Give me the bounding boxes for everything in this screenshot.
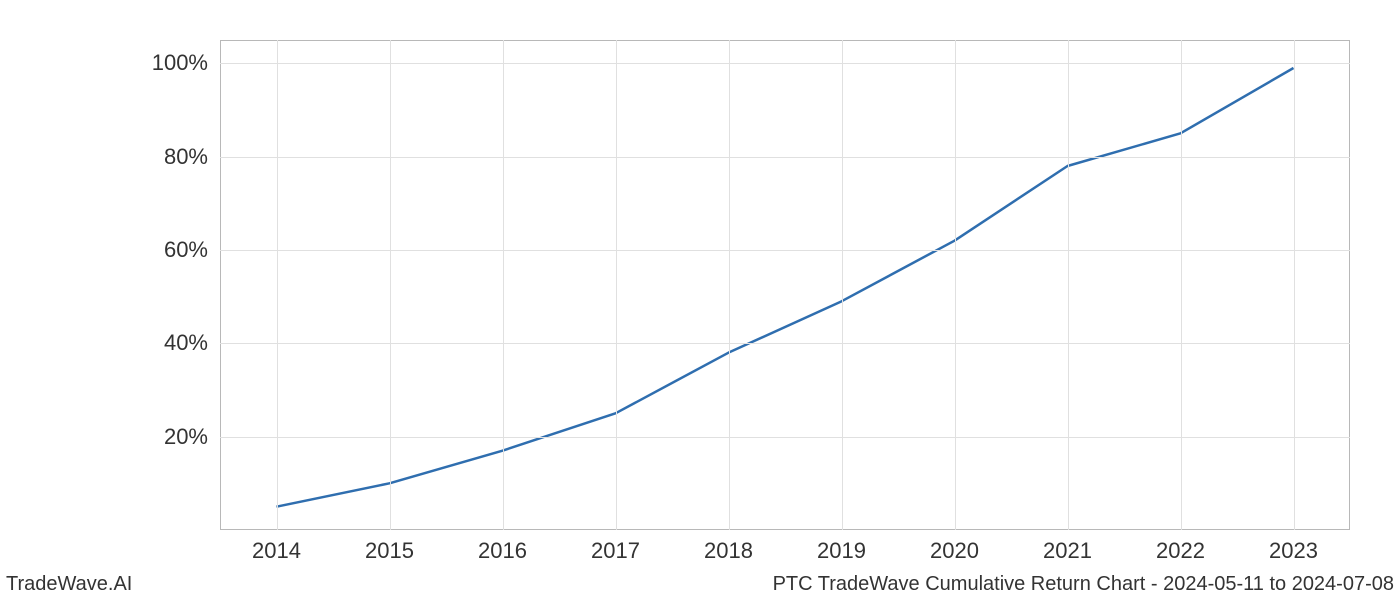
x-tick-label: 2020 <box>930 538 979 564</box>
y-tick-label: 40% <box>164 330 208 356</box>
grid-line-vertical <box>1068 40 1069 530</box>
grid-line-horizontal <box>220 437 1350 438</box>
grid-line-horizontal <box>220 250 1350 251</box>
grid-line-vertical <box>616 40 617 530</box>
grid-line-horizontal <box>220 63 1350 64</box>
grid-line-vertical <box>1294 40 1295 530</box>
grid-line-vertical <box>390 40 391 530</box>
chart-container: TradeWave.AI PTC TradeWave Cumulative Re… <box>0 0 1400 600</box>
x-tick-label: 2014 <box>252 538 301 564</box>
grid-line-vertical <box>842 40 843 530</box>
y-tick-label: 20% <box>164 424 208 450</box>
footer-right-text: PTC TradeWave Cumulative Return Chart - … <box>773 573 1394 596</box>
y-tick-label: 100% <box>152 50 208 76</box>
series-line <box>277 68 1294 507</box>
y-tick-label: 60% <box>164 237 208 263</box>
x-tick-label: 2018 <box>704 538 753 564</box>
x-tick-label: 2023 <box>1269 538 1318 564</box>
grid-line-vertical <box>1181 40 1182 530</box>
x-tick-label: 2022 <box>1156 538 1205 564</box>
grid-line-vertical <box>955 40 956 530</box>
x-tick-label: 2017 <box>591 538 640 564</box>
x-tick-label: 2015 <box>365 538 414 564</box>
grid-line-horizontal <box>220 343 1350 344</box>
grid-line-vertical <box>277 40 278 530</box>
footer-left-text: TradeWave.AI <box>6 573 132 596</box>
plot-area <box>220 40 1350 530</box>
grid-line-vertical <box>729 40 730 530</box>
x-tick-label: 2016 <box>478 538 527 564</box>
x-tick-label: 2021 <box>1043 538 1092 564</box>
grid-line-horizontal <box>220 157 1350 158</box>
x-tick-label: 2019 <box>817 538 866 564</box>
y-tick-label: 80% <box>164 144 208 170</box>
grid-line-vertical <box>503 40 504 530</box>
